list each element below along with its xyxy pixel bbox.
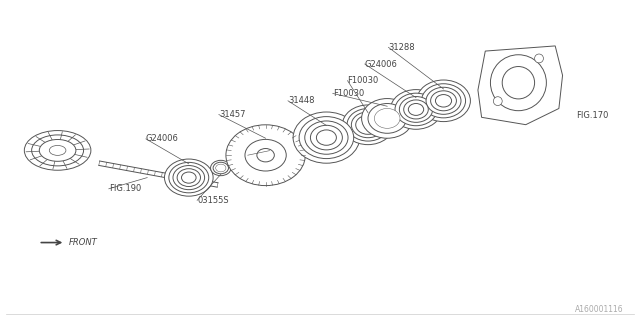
Ellipse shape: [49, 145, 66, 156]
Ellipse shape: [417, 80, 470, 122]
Ellipse shape: [342, 105, 394, 145]
Text: G24006: G24006: [146, 134, 179, 143]
Ellipse shape: [404, 100, 428, 119]
Text: FIG.170: FIG.170: [576, 111, 609, 120]
Ellipse shape: [39, 140, 76, 161]
Ellipse shape: [431, 91, 456, 111]
Ellipse shape: [362, 99, 413, 138]
Ellipse shape: [395, 93, 437, 126]
Ellipse shape: [245, 140, 286, 171]
Ellipse shape: [216, 164, 226, 172]
Text: A160001116: A160001116: [575, 305, 624, 314]
Ellipse shape: [422, 84, 465, 118]
Ellipse shape: [293, 112, 360, 163]
Ellipse shape: [435, 95, 452, 107]
Ellipse shape: [164, 159, 213, 196]
Ellipse shape: [177, 169, 200, 187]
Text: G24006: G24006: [365, 60, 397, 68]
Text: 03155S: 03155S: [197, 196, 228, 205]
Ellipse shape: [368, 104, 406, 133]
Ellipse shape: [399, 97, 433, 122]
Ellipse shape: [213, 162, 228, 174]
Ellipse shape: [169, 162, 209, 193]
Ellipse shape: [408, 103, 424, 116]
Ellipse shape: [305, 121, 348, 154]
Ellipse shape: [374, 108, 400, 128]
Text: FRONT: FRONT: [68, 238, 97, 247]
Ellipse shape: [490, 55, 547, 111]
Ellipse shape: [31, 135, 84, 166]
Ellipse shape: [257, 148, 275, 162]
Ellipse shape: [347, 108, 389, 141]
Ellipse shape: [502, 67, 534, 99]
Ellipse shape: [173, 165, 205, 190]
Ellipse shape: [426, 87, 461, 114]
Text: 31457: 31457: [219, 110, 245, 119]
Text: F10030: F10030: [333, 89, 364, 98]
Ellipse shape: [226, 125, 305, 186]
Ellipse shape: [182, 172, 196, 183]
Ellipse shape: [493, 97, 502, 106]
Ellipse shape: [299, 116, 354, 159]
Ellipse shape: [316, 130, 337, 145]
Text: FIG.190: FIG.190: [109, 184, 141, 193]
Ellipse shape: [390, 90, 442, 129]
Ellipse shape: [534, 54, 543, 63]
Text: 31448: 31448: [288, 96, 314, 105]
Text: F10030: F10030: [348, 76, 379, 85]
Ellipse shape: [211, 160, 231, 176]
Ellipse shape: [310, 125, 342, 150]
Text: 31288: 31288: [388, 43, 415, 52]
Ellipse shape: [24, 131, 91, 170]
Polygon shape: [478, 46, 563, 125]
Ellipse shape: [356, 115, 380, 134]
Ellipse shape: [351, 112, 385, 138]
